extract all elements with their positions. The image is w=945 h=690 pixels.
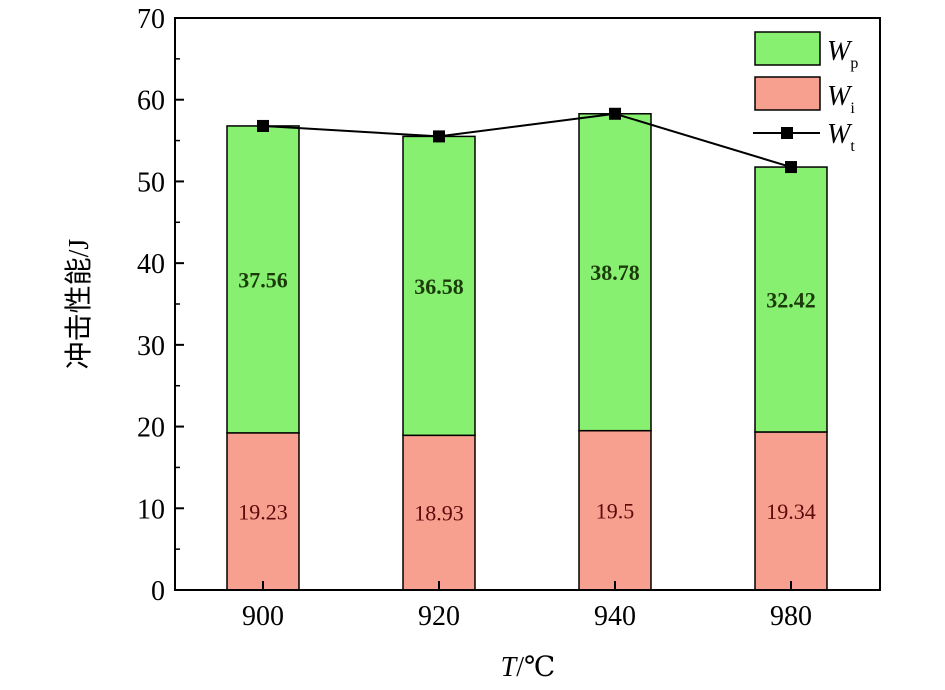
y-tick-label: 30: [137, 331, 165, 362]
x-axis: 900 920 940 980: [242, 581, 812, 632]
bar-value-label: 37.56: [238, 267, 288, 292]
y-tick-label: 20: [137, 413, 165, 444]
x-tick-label: 900: [242, 601, 284, 632]
legend-label-wt: Wt: [827, 119, 855, 155]
point-wt: [433, 130, 445, 143]
y-tick-label: 70: [137, 4, 165, 35]
y-tick-label: 0: [151, 576, 165, 607]
point-wt: [785, 161, 797, 174]
bar-value-label: 19.5: [596, 498, 635, 523]
x-tick-label: 920: [418, 601, 460, 632]
point-wt: [609, 107, 621, 120]
total-line-layer: [257, 107, 797, 174]
bar-value-label: 18.93: [414, 501, 464, 526]
legend-swatch-wi: [754, 76, 821, 111]
bar-value-label: 38.78: [590, 260, 640, 285]
bar-value-label: 19.23: [238, 499, 288, 524]
bar-value-label: 32.42: [766, 288, 816, 313]
x-tick-label: 980: [770, 601, 812, 632]
legend-swatch-wp: [754, 31, 821, 66]
point-wt: [257, 119, 269, 132]
bar-value-label: 19.34: [766, 499, 816, 524]
y-axis-label: 冲击性能/J: [63, 239, 95, 370]
bar-wp: [402, 135, 476, 437]
y-tick-label: 50: [137, 167, 165, 198]
y-tick-label: 40: [137, 249, 165, 280]
bar-value-label: 36.58: [414, 274, 464, 299]
bar-wp: [578, 113, 652, 432]
legend-marker-wt: [781, 127, 793, 139]
bar-wp: [226, 125, 300, 434]
bar-wp: [754, 166, 828, 433]
y-tick-label: 60: [137, 86, 165, 117]
y-tick-label: 10: [137, 494, 165, 525]
line-wt: [262, 112, 792, 169]
bars-layer: 19.23 37.56 18.93 36.58 19.5 38.78 19.34 32.42: [226, 113, 828, 591]
y-axis: 0 10 20 30 40 50 60 70: [137, 4, 184, 607]
x-axis-label: T/℃: [501, 652, 556, 683]
legend-label-wp: Wp: [827, 36, 858, 72]
x-tick-label: 940: [594, 601, 636, 632]
x-axis-label-var: T: [501, 652, 519, 683]
legend: Wp Wi Wt: [753, 31, 858, 155]
x-axis-label-unit: /℃: [516, 652, 555, 683]
legend-label-wi: Wi: [827, 81, 855, 117]
bar-wi: [226, 432, 300, 591]
